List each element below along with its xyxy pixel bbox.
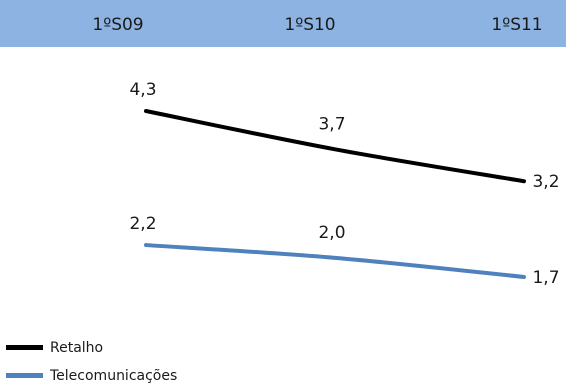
category-header-band [0, 0, 566, 47]
series-line-retalho [144, 109, 526, 184]
data-label-retalho-1: 3,7 [318, 114, 345, 134]
category-label-1s10: 1ºS10 [284, 15, 335, 35]
legend-swatch-telecomunicacoes [6, 373, 43, 378]
data-label-telecomunicacoes-0: 2,2 [129, 214, 156, 234]
plot-area: 4,3 3,7 3,2 2,2 2,0 1,7 [129, 80, 559, 288]
legend-swatch-retalho [6, 345, 43, 350]
legend-label-retalho: Retalho [50, 340, 103, 356]
legend: Retalho Telecomunicações [6, 340, 177, 384]
data-label-telecomunicacoes-2: 1,7 [532, 268, 559, 288]
data-label-retalho-0: 4,3 [129, 80, 156, 100]
category-label-1s09: 1ºS09 [92, 15, 143, 35]
data-label-telecomunicacoes-1: 2,0 [318, 223, 345, 243]
data-label-retalho-2: 3,2 [532, 172, 559, 192]
series-line-telecomunicacoes [144, 243, 526, 279]
legend-label-telecomunicacoes: Telecomunicações [49, 368, 177, 384]
category-label-1s11: 1ºS11 [491, 15, 542, 35]
